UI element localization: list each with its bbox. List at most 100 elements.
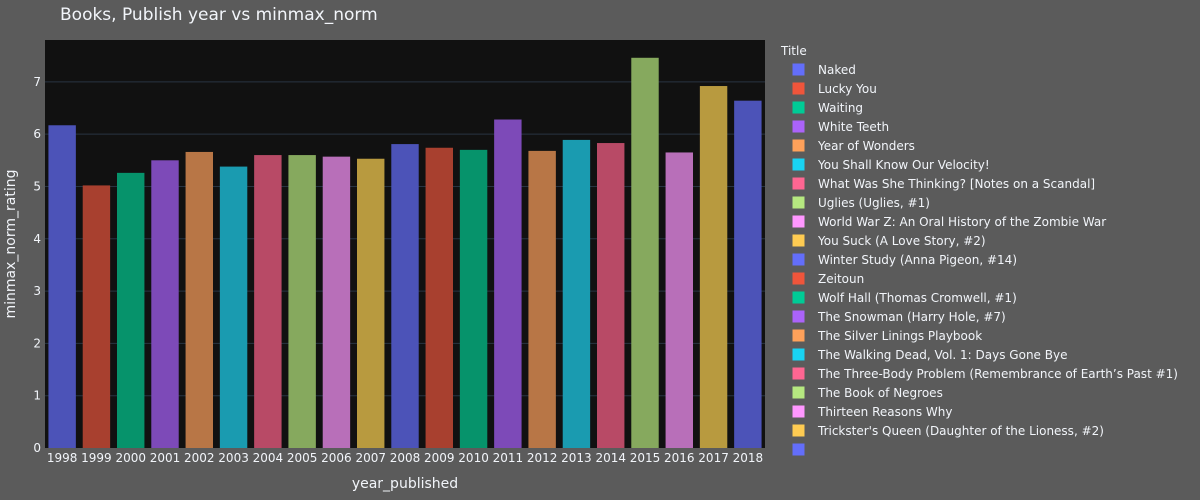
legend-swatch[interactable] [792, 424, 805, 437]
legend-swatch[interactable] [792, 386, 805, 399]
x-tick-label: 2010 [458, 451, 489, 465]
legend-label[interactable]: The Snowman (Harry Hole, #7) [817, 310, 1006, 324]
legend-item[interactable]: The Walking Dead, Vol. 1: Days Gone Bye [792, 348, 1067, 362]
legend-label[interactable]: The Book of Negroes [817, 386, 943, 400]
legend-label[interactable]: Winter Study (Anna Pigeon, #14) [818, 253, 1017, 267]
legend-item[interactable]: You Suck (A Love Story, #2) [792, 234, 986, 248]
legend-item[interactable]: World War Z: An Oral History of the Zomb… [792, 215, 1106, 229]
legend-swatch[interactable] [792, 82, 805, 95]
legend-item[interactable] [792, 443, 805, 456]
legend-label[interactable]: The Three-Body Problem (Remembrance of E… [817, 367, 1178, 381]
legend-swatch[interactable] [792, 367, 805, 380]
legend-item[interactable]: Naked [792, 63, 856, 77]
legend-item[interactable]: Zeitoun [792, 272, 864, 286]
bar-2011[interactable] [494, 119, 522, 448]
bar-2018[interactable] [734, 100, 762, 448]
legend[interactable]: Title Naked Lucky You Waiting White Teeth Ye… [780, 44, 1178, 456]
bar-2010[interactable] [459, 149, 488, 448]
legend-item[interactable]: Lucky You [792, 82, 877, 96]
legend-label[interactable]: White Teeth [818, 120, 889, 134]
bar-2012[interactable] [528, 150, 556, 448]
y-tick-label: 4 [33, 232, 41, 246]
legend-swatch[interactable] [792, 272, 805, 285]
legend-item[interactable]: What Was She Thinking? [Notes on a Scand… [792, 177, 1095, 191]
legend-swatch[interactable] [792, 310, 805, 323]
legend-swatch[interactable] [792, 158, 805, 171]
bar-1998[interactable] [48, 125, 76, 448]
legend-item[interactable]: Waiting [792, 101, 863, 115]
legend-item[interactable]: The Silver Linings Playbook [792, 329, 982, 343]
x-tick-label: 2007 [355, 451, 386, 465]
legend-label[interactable]: The Walking Dead, Vol. 1: Days Gone Bye [817, 348, 1067, 362]
y-tick-label: 3 [33, 284, 41, 298]
legend-swatch[interactable] [792, 234, 805, 247]
bar-2009[interactable] [425, 147, 453, 448]
legend-swatch[interactable] [792, 196, 805, 209]
legend-item[interactable]: Winter Study (Anna Pigeon, #14) [792, 253, 1017, 267]
y-tick-label: 1 [33, 389, 41, 403]
legend-swatch[interactable] [792, 405, 805, 418]
x-tick-label: 2012 [527, 451, 558, 465]
legend-label[interactable]: You Shall Know Our Velocity! [817, 158, 990, 172]
legend-label[interactable]: Thirteen Reasons Why [817, 405, 952, 419]
legend-item[interactable]: The Book of Negroes [792, 386, 943, 400]
legend-label[interactable]: Naked [818, 63, 856, 77]
legend-swatch[interactable] [792, 443, 805, 456]
legend-item[interactable]: The Snowman (Harry Hole, #7) [792, 310, 1006, 324]
legend-label[interactable]: You Suck (A Love Story, #2) [817, 234, 986, 248]
legend-label[interactable]: World War Z: An Oral History of the Zomb… [818, 215, 1106, 229]
bar-2004[interactable] [254, 155, 282, 449]
legend-label[interactable]: What Was She Thinking? [Notes on a Scand… [818, 177, 1095, 191]
legend-swatch[interactable] [792, 329, 805, 342]
legend-swatch[interactable] [792, 177, 805, 190]
legend-swatch[interactable] [792, 63, 805, 76]
legend-swatch[interactable] [792, 291, 805, 304]
legend-item[interactable]: Trickster's Queen (Daughter of the Lione… [792, 424, 1104, 438]
chart-title: Books, Publish year vs minmax_norm [60, 5, 378, 25]
bar-2014[interactable] [597, 143, 625, 449]
bar-2015[interactable] [631, 57, 659, 449]
x-tick-label: 2008 [390, 451, 421, 465]
x-tick-label: 2001 [150, 451, 181, 465]
x-tick-label: 1999 [81, 451, 112, 465]
legend-swatch[interactable] [792, 139, 805, 152]
x-tick-label: 2017 [698, 451, 729, 465]
bar-2016[interactable] [665, 152, 693, 448]
legend-label[interactable]: Lucky You [818, 82, 877, 96]
legend-swatch[interactable] [792, 215, 805, 228]
legend-item[interactable]: Thirteen Reasons Why [792, 405, 952, 419]
bar-2003[interactable] [219, 166, 248, 449]
y-tick-label: 7 [33, 75, 41, 89]
bar-2008[interactable] [391, 144, 419, 449]
legend-swatch[interactable] [792, 120, 805, 133]
legend-item[interactable]: Wolf Hall (Thomas Cromwell, #1) [792, 291, 1017, 305]
legend-items[interactable]: Naked Lucky You Waiting White Teeth Year of … [792, 63, 1178, 456]
legend-label[interactable]: Trickster's Queen (Daughter of the Lione… [817, 424, 1104, 438]
legend-swatch[interactable] [792, 101, 805, 114]
x-tick-label: 1998 [47, 451, 78, 465]
legend-label[interactable]: Zeitoun [818, 272, 864, 286]
bar-2002[interactable] [185, 151, 213, 448]
legend-item[interactable]: Uglies (Uglies, #1) [792, 196, 930, 210]
legend-item[interactable]: Year of Wonders [792, 139, 915, 153]
legend-item[interactable]: The Three-Body Problem (Remembrance of E… [792, 367, 1178, 381]
legend-item[interactable]: White Teeth [792, 120, 889, 134]
bar-2013[interactable] [562, 139, 591, 448]
bar-2000[interactable] [117, 172, 145, 448]
bar-2001[interactable] [151, 160, 179, 449]
legend-swatch[interactable] [792, 348, 805, 361]
legend-swatch[interactable] [792, 253, 805, 266]
legend-label[interactable]: Waiting [818, 101, 863, 115]
bar-2006[interactable] [322, 156, 351, 448]
bar-2007[interactable] [357, 158, 385, 448]
legend-label[interactable]: Uglies (Uglies, #1) [818, 196, 930, 210]
x-tick-label: 2014 [595, 451, 626, 465]
bar-2017[interactable] [699, 86, 728, 449]
bar-1999[interactable] [82, 185, 111, 448]
legend-item[interactable]: You Shall Know Our Velocity! [792, 158, 990, 172]
bar-2005[interactable] [288, 155, 316, 449]
legend-label[interactable]: Year of Wonders [817, 139, 915, 153]
x-tick-label: 2013 [561, 451, 592, 465]
legend-label[interactable]: Wolf Hall (Thomas Cromwell, #1) [818, 291, 1017, 305]
legend-label[interactable]: The Silver Linings Playbook [817, 329, 982, 343]
